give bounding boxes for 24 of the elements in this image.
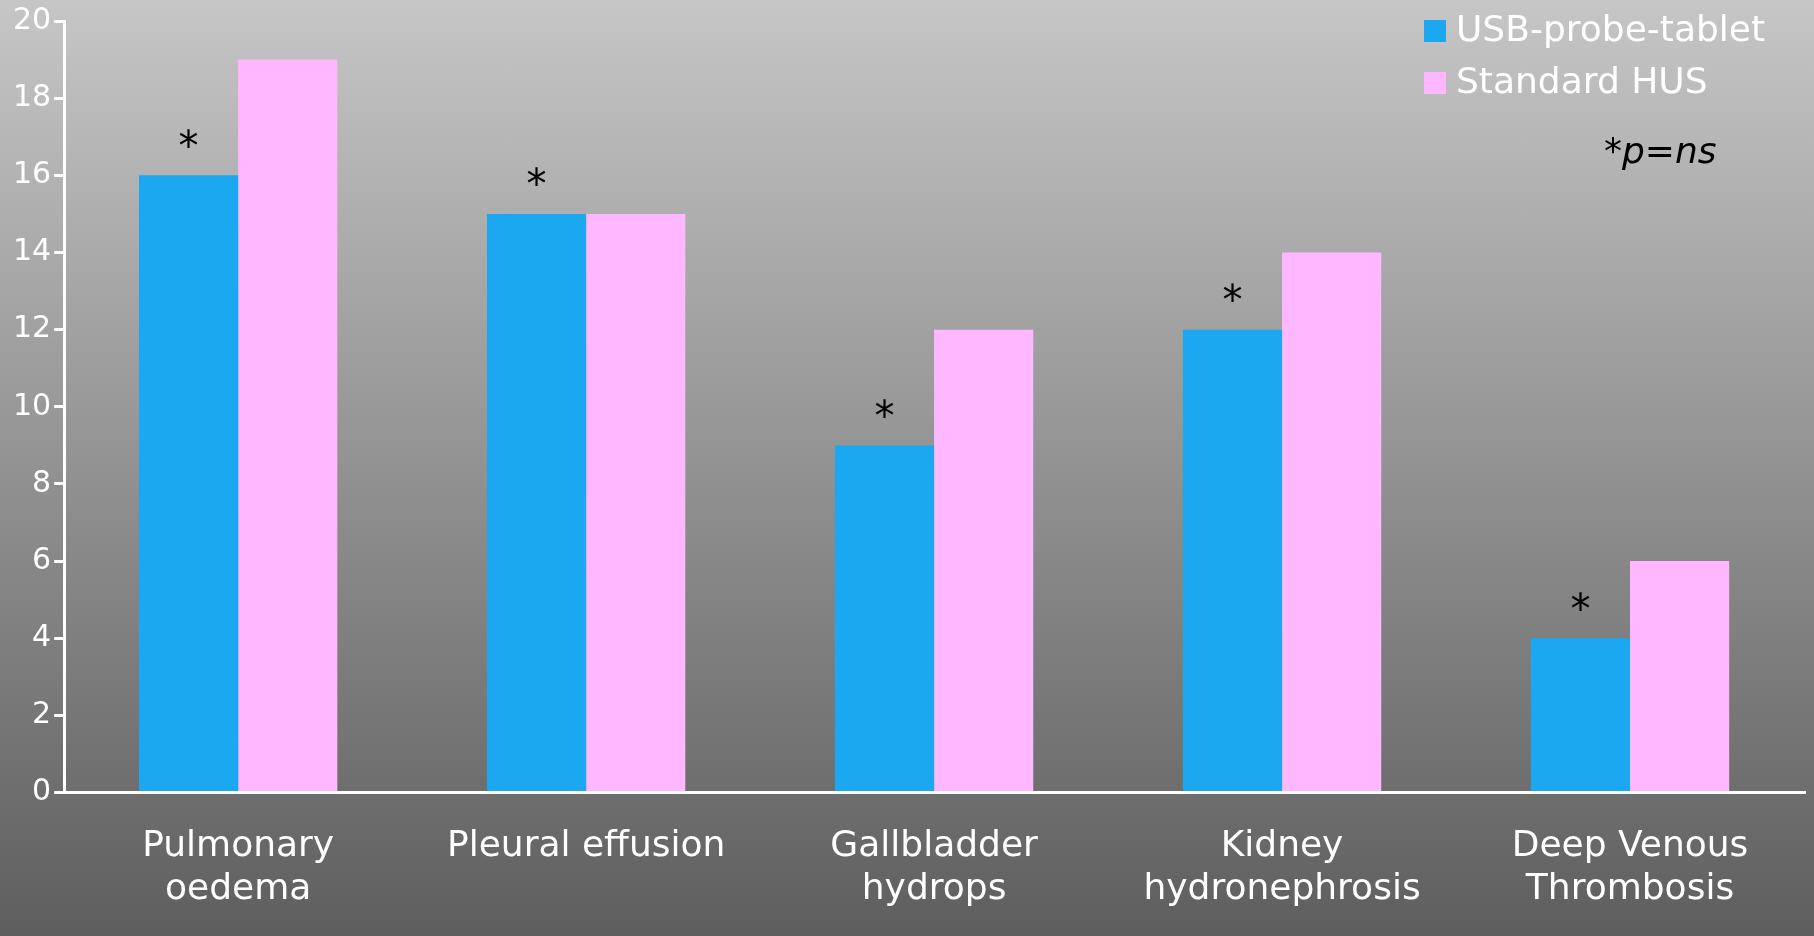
- y-tick-label: 8: [32, 463, 52, 499]
- data-label: *: [1570, 585, 1591, 632]
- y-tick-label: 12: [12, 309, 52, 345]
- legend-label: USB-probe-tablet: [1456, 8, 1766, 50]
- x-tick-label: Pleural effusion: [446, 822, 726, 864]
- y-tick-label: 2: [32, 695, 52, 731]
- data-label: *: [178, 122, 199, 169]
- y-tick-label: 16: [12, 155, 52, 191]
- data-label: *: [1222, 277, 1243, 324]
- y-tick-label: 14: [12, 232, 52, 268]
- y-tick-label: 20: [12, 0, 52, 36]
- x-tick-label: Kidney hydronephrosis: [1143, 822, 1421, 907]
- data-label: *: [874, 392, 895, 439]
- y-tick-label: 4: [32, 618, 52, 654]
- y-tick-label: 10: [12, 386, 52, 422]
- x-tick-label: Deep Venous Thrombosis: [1511, 822, 1749, 907]
- annotation: *p=ns: [1604, 130, 1717, 172]
- data-label: *: [526, 161, 547, 208]
- x-tick-label: Pulmonary oedema: [142, 822, 335, 907]
- x-tick-label: Gallbladder hydrops: [830, 822, 1039, 907]
- y-tick-label: 6: [32, 540, 52, 576]
- legend-label: Standard HUS: [1456, 60, 1708, 102]
- y-tick-label: 0: [32, 772, 52, 808]
- y-tick-label: 18: [12, 77, 52, 113]
